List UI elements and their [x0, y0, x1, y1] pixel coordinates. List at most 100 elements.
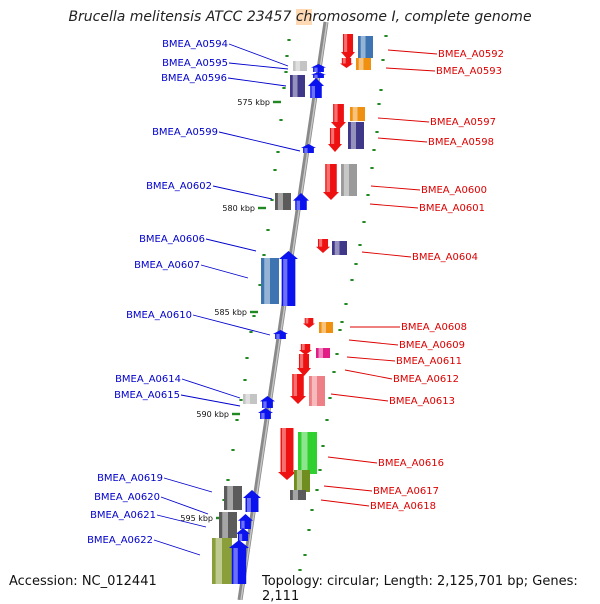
- gene-feature[interactable]: [356, 58, 371, 70]
- gene-feature[interactable]: [219, 512, 237, 538]
- gene-label-right[interactable]: BMEA_A0608: [401, 322, 467, 333]
- gene-feature[interactable]: [212, 538, 232, 584]
- gene-feature[interactable]: [308, 78, 324, 98]
- gene-label-right[interactable]: BMEA_A0611: [396, 356, 462, 367]
- ruler-dot: [332, 371, 336, 373]
- gene-feature[interactable]: [316, 239, 330, 253]
- gene-feature[interactable]: [243, 394, 257, 404]
- gene-feature[interactable]: [358, 36, 373, 58]
- gene-feature[interactable]: [309, 376, 325, 406]
- gene-feature[interactable]: [238, 514, 253, 529]
- gene-feature[interactable]: [323, 164, 339, 200]
- gene-label-right[interactable]: BMEA_A0601: [419, 203, 485, 214]
- ruler-dot: [350, 279, 354, 281]
- gene-feature[interactable]: [261, 258, 279, 304]
- ruler-dot: [245, 357, 249, 359]
- gene-label-left[interactable]: BMEA_A0610: [126, 310, 192, 321]
- gene-feature[interactable]: [293, 193, 309, 210]
- ruler-dot: [282, 87, 286, 89]
- ruler-dot: [358, 244, 362, 246]
- right-label-connector: [348, 339, 399, 346]
- gene-feature[interactable]: [341, 164, 357, 196]
- gene-label-left[interactable]: BMEA_A0602: [146, 181, 212, 192]
- ruler-dot: [258, 284, 262, 286]
- ruler-dot: [375, 131, 379, 133]
- gene-feature[interactable]: [260, 396, 275, 408]
- gene-label-right[interactable]: BMEA_A0600: [421, 185, 487, 196]
- kbp-tick-label: 575 kbp: [237, 98, 270, 107]
- gene-label-left[interactable]: BMEA_A0596: [161, 73, 227, 84]
- gene-label-left[interactable]: BMEA_A0615: [114, 390, 180, 401]
- gene-feature[interactable]: [316, 348, 330, 358]
- ruler-dot: [252, 315, 256, 317]
- left-label-connector: [156, 514, 207, 528]
- gene-feature[interactable]: [301, 144, 316, 153]
- ruler-dot: [335, 353, 339, 355]
- left-label-connector: [200, 264, 249, 279]
- ruler-dot: [366, 194, 370, 196]
- gene-label-right[interactable]: BMEA_A0598: [428, 137, 494, 148]
- ruler-dot: [338, 329, 342, 331]
- gene-feature[interactable]: [229, 540, 249, 584]
- gene-feature[interactable]: [224, 486, 242, 510]
- gene-feature[interactable]: [340, 58, 353, 68]
- gene-feature[interactable]: [331, 104, 346, 130]
- gene-label-right[interactable]: BMEA_A0616: [378, 458, 444, 469]
- gene-label-right[interactable]: BMEA_A0609: [399, 340, 465, 351]
- gene-feature[interactable]: [299, 344, 312, 355]
- right-label-connector: [344, 369, 393, 380]
- gene-feature[interactable]: [278, 428, 296, 480]
- gene-label-right[interactable]: BMEA_A0612: [393, 374, 459, 385]
- gene-label-right[interactable]: BMEA_A0617: [373, 486, 439, 497]
- gene-feature[interactable]: [341, 34, 355, 60]
- ruler-dot: [377, 103, 381, 105]
- gene-feature[interactable]: [328, 128, 342, 152]
- gene-feature[interactable]: [290, 374, 306, 404]
- gene-label-left[interactable]: BMEA_A0606: [139, 234, 205, 245]
- ruler-dot: [315, 489, 319, 491]
- gene-label-right[interactable]: BMEA_A0597: [430, 117, 496, 128]
- gene-feature[interactable]: [298, 432, 317, 474]
- right-label-connector: [377, 117, 430, 123]
- gene-feature[interactable]: [297, 354, 311, 376]
- gene-feature[interactable]: [319, 322, 333, 333]
- gene-feature[interactable]: [279, 251, 298, 306]
- gene-label-left[interactable]: BMEA_A0619: [97, 473, 163, 484]
- gene-label-left[interactable]: BMEA_A0620: [94, 492, 160, 503]
- gene-label-left[interactable]: BMEA_A0621: [90, 510, 156, 521]
- gene-label-right[interactable]: BMEA_A0618: [370, 501, 436, 512]
- gene-feature[interactable]: [275, 193, 291, 210]
- gene-feature[interactable]: [311, 72, 326, 78]
- gene-label-left[interactable]: BMEA_A0599: [152, 127, 218, 138]
- gene-label-right[interactable]: BMEA_A0613: [389, 396, 455, 407]
- gene-feature[interactable]: [273, 330, 288, 339]
- gene-label-left[interactable]: BMEA_A0595: [162, 58, 228, 69]
- left-label-connector: [212, 185, 273, 200]
- accession-text: Accession: NC_012441: [9, 574, 157, 589]
- gene-feature[interactable]: [294, 470, 310, 492]
- gene-label-left[interactable]: BMEA_A0614: [115, 374, 181, 385]
- gene-label-right[interactable]: BMEA_A0592: [438, 49, 504, 60]
- gene-label-right[interactable]: BMEA_A0593: [436, 66, 502, 77]
- ruler-dot: [384, 35, 388, 37]
- gene-feature[interactable]: [243, 490, 261, 512]
- gene-feature[interactable]: [290, 75, 305, 97]
- gene-label-right[interactable]: BMEA_A0604: [412, 252, 478, 263]
- ruler-dot: [321, 445, 325, 447]
- gene-feature[interactable]: [350, 107, 365, 121]
- gene-feature[interactable]: [236, 528, 250, 541]
- gene-label-left[interactable]: BMEA_A0622: [87, 535, 153, 546]
- ruler-dot: [235, 419, 239, 421]
- ruler-dot: [307, 529, 311, 531]
- gene-label-left[interactable]: BMEA_A0594: [162, 39, 228, 50]
- ruler-dot: [284, 71, 288, 73]
- gene-feature[interactable]: [290, 490, 306, 500]
- gene-feature[interactable]: [303, 318, 315, 328]
- gene-feature[interactable]: [258, 408, 273, 419]
- gene-feature[interactable]: [332, 241, 347, 255]
- gene-feature[interactable]: [293, 61, 307, 71]
- gene-label-left[interactable]: BMEA_A0607: [134, 260, 200, 271]
- gene-feature[interactable]: [348, 122, 364, 149]
- gene-feature[interactable]: [311, 64, 326, 72]
